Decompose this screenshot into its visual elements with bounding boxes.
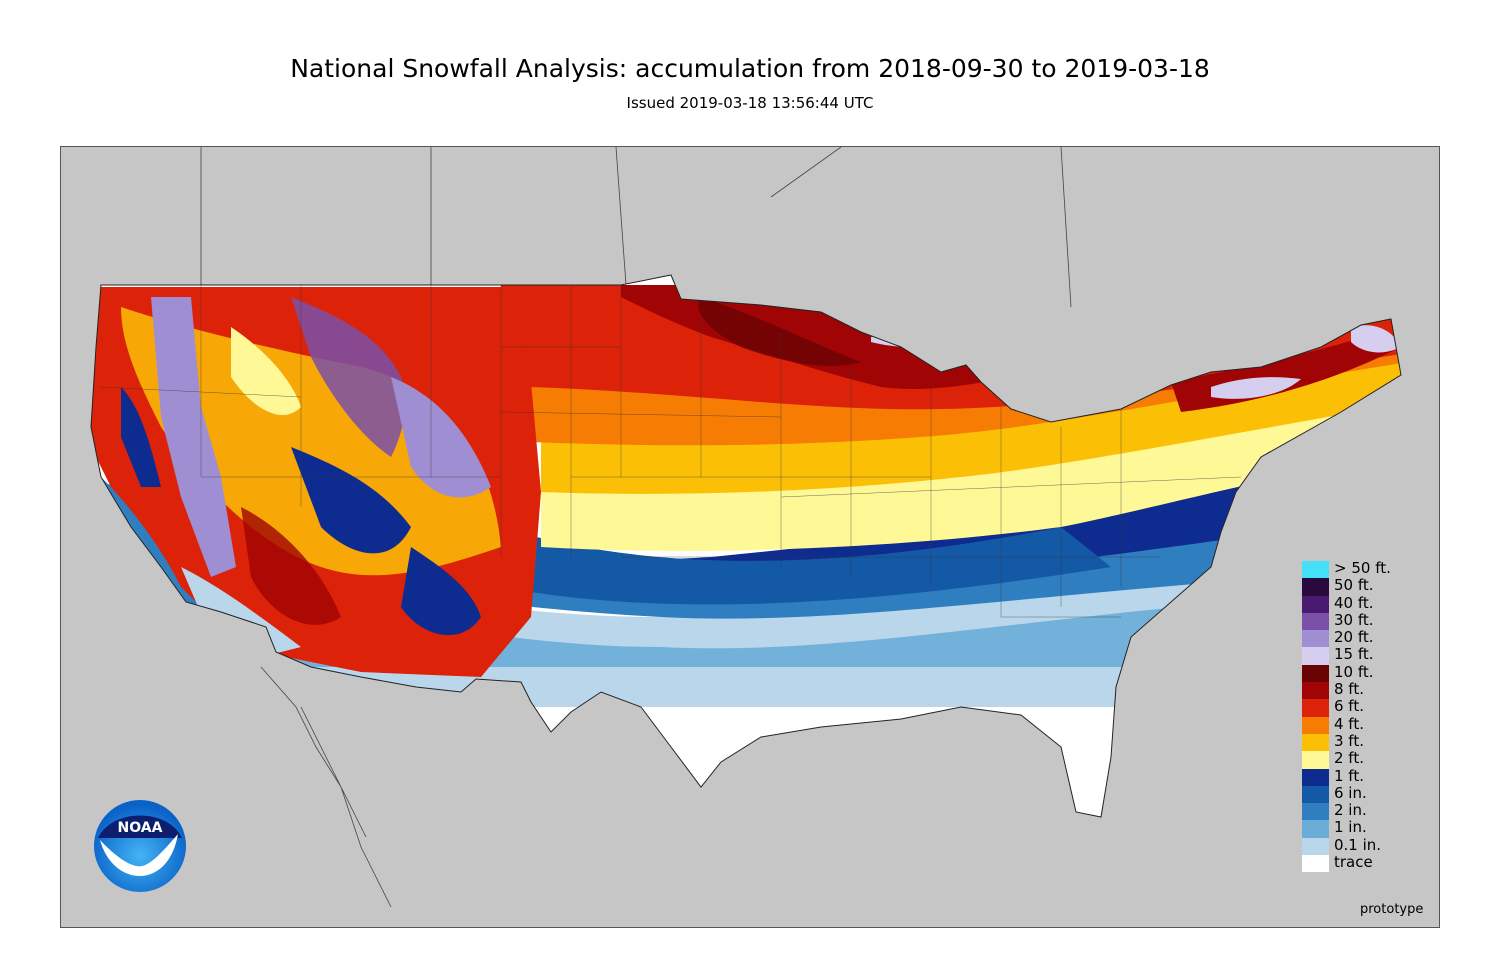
state-boundaries [100, 285, 1242, 618]
legend-label: 15 ft. [1334, 645, 1374, 664]
canada-border-line [200, 147, 1072, 308]
legend-swatch [1302, 820, 1329, 838]
legend-label: > 50 ft. [1334, 559, 1391, 577]
legend-swatch [1302, 716, 1329, 734]
map-title: National Snowfall Analysis: accumulation… [290, 54, 1210, 83]
legend-label: 1 ft. [1334, 766, 1364, 785]
legend-swatch [1302, 595, 1329, 613]
legend-swatch [1302, 630, 1329, 648]
snowfall-accumulation-field [91, 275, 1401, 817]
legend-swatch [1302, 785, 1329, 804]
legend-swatch [1302, 733, 1329, 752]
legend-swatch [1302, 664, 1329, 683]
legend-swatch [1302, 699, 1329, 717]
legend-swatch [1302, 682, 1329, 700]
legend-swatch [1302, 803, 1329, 821]
legend-swatch [1302, 647, 1329, 665]
mexico-border-line [260, 666, 392, 908]
legend-swatch [1302, 768, 1329, 786]
noaa-logo: NOAA [94, 800, 186, 892]
legend-label: 2 in. [1334, 801, 1367, 820]
legend-label: 6 in. [1334, 783, 1367, 802]
legend-label: 4 ft. [1334, 714, 1364, 733]
legend-swatch [1302, 751, 1329, 769]
legend-swatch [1302, 612, 1329, 631]
us-outline [90, 274, 1402, 818]
legend-label: 40 ft. [1334, 593, 1374, 612]
legend-label: 20 ft. [1334, 628, 1374, 647]
legend-swatch [1302, 837, 1329, 856]
snowfall-map [60, 146, 1440, 928]
legend-label: 8 ft. [1334, 680, 1364, 699]
legend-swatch [1302, 578, 1329, 596]
legend-label: 50 ft. [1334, 576, 1374, 595]
snowfall-map-canvas [90, 147, 1402, 908]
issued-timestamp: Issued 2019-03-18 13:56:44 UTC [626, 94, 874, 112]
noaa-logo-text: NOAA [118, 820, 163, 836]
noaa-logo-top [98, 815, 182, 838]
legend-swatch [1302, 561, 1329, 579]
legend-label: 2 ft. [1334, 749, 1364, 768]
legend-label: trace [1334, 853, 1373, 872]
legend-label: 10 ft. [1334, 662, 1374, 681]
legend-label: 3 ft. [1334, 731, 1364, 750]
legend-swatch [1302, 855, 1329, 873]
legend-label: 1 in. [1334, 818, 1367, 837]
legend-label: 30 ft. [1334, 610, 1374, 629]
legend-label: 0.1 in. [1334, 835, 1382, 854]
noaa-logo-gull [100, 834, 178, 876]
legend-label: 6 ft. [1334, 697, 1364, 716]
prototype-label: prototype [1360, 902, 1424, 917]
